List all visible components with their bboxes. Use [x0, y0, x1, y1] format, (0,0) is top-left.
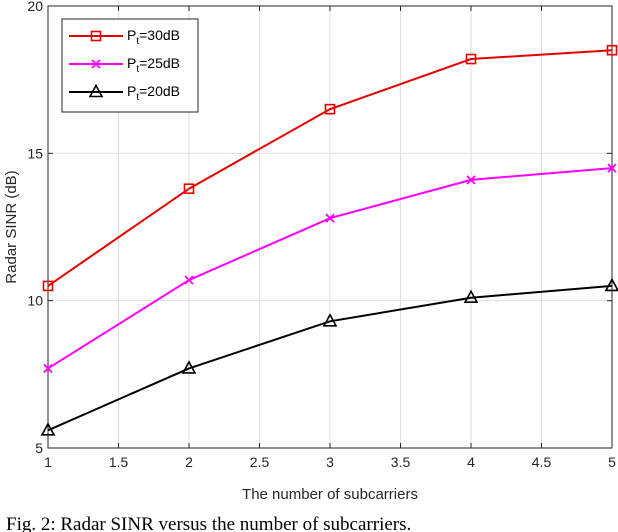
legend-box: [61, 18, 199, 113]
series-line-0: [47, 49, 613, 287]
chart: 1 1.5 2 2.5 3 3.5 4 4.5 5 5 10 15 20 The number of s…: [3, 0, 618, 503]
legend-label-2: Pt=20dB: [127, 83, 180, 103]
data-point-marker: [463, 289, 479, 304]
y-tick-label: 10: [27, 293, 43, 309]
legend-label-rest: =30dB: [139, 27, 180, 43]
x-tick-label: 3.5: [391, 454, 411, 470]
data-point-marker-stroke: [184, 275, 194, 285]
legend-label-subscript: t: [136, 36, 139, 47]
series-line-2: [47, 284, 613, 432]
x-tick-label: 3: [326, 454, 334, 470]
data-point-marker: [604, 277, 618, 292]
y-tick-label: 5: [35, 440, 43, 456]
data-point-marker-stroke: [43, 363, 53, 374]
data-point-marker: [325, 213, 335, 223]
data-point-marker-stroke: [325, 213, 335, 223]
figure-caption: Fig. 2: Radar SINR versus the number of …: [6, 514, 412, 532]
legend-label-rest: =25dB: [139, 55, 180, 71]
x-tick-label: 5: [608, 454, 616, 470]
data-point-marker: [465, 53, 477, 65]
legend-marker-1-stroke: [91, 59, 101, 69]
data-point-marker-stroke: [607, 163, 617, 173]
legend-label-0: Pt=30dB: [127, 27, 180, 47]
y-tick-label: 20: [27, 0, 43, 14]
legend-label-main: P: [127, 83, 136, 99]
legend-label-subscript: t: [136, 64, 139, 75]
series-group: [40, 44, 618, 436]
legend-marker-0: [90, 30, 102, 42]
data-point-marker: [181, 360, 197, 374]
data-point-marker: [466, 175, 476, 185]
x-tick-label: 4.5: [532, 454, 552, 470]
data-point-marker: [183, 183, 195, 194]
y-axis-label: Radar SINR (dB): [3, 170, 20, 283]
x-tick-label: 4: [467, 454, 475, 470]
legend-label-1: Pt=25dB: [127, 55, 180, 75]
data-point-marker: [324, 103, 336, 115]
data-point-marker: [43, 363, 53, 374]
legend-marker-2: [88, 83, 104, 98]
data-point-marker: [606, 44, 618, 56]
legend-label-rest: =20dB: [139, 83, 180, 99]
legend-label-main: P: [127, 27, 136, 43]
data-point-marker: [607, 163, 617, 173]
legend-label-subscript: t: [136, 92, 139, 103]
data-point-marker: [42, 280, 54, 292]
x-tick-label: 2.5: [250, 454, 270, 470]
legend-marker-1: [91, 59, 101, 69]
y-tick-label: 15: [27, 145, 43, 161]
data-point-marker: [184, 275, 194, 285]
x-axis-label: The number of subcarriers: [242, 486, 418, 503]
x-tick-label: 1: [44, 454, 52, 470]
data-point-marker: [40, 422, 56, 436]
legend-label-main: P: [127, 55, 136, 71]
data-point-marker-stroke: [466, 175, 476, 185]
x-tick-label: 2: [185, 454, 193, 470]
data-point-marker: [322, 313, 338, 327]
axis-ticks: 1 1.5 2 2.5 3 3.5 4 4.5 5 5 10 15 20: [27, 0, 616, 470]
x-tick-label: 1.5: [109, 454, 129, 470]
